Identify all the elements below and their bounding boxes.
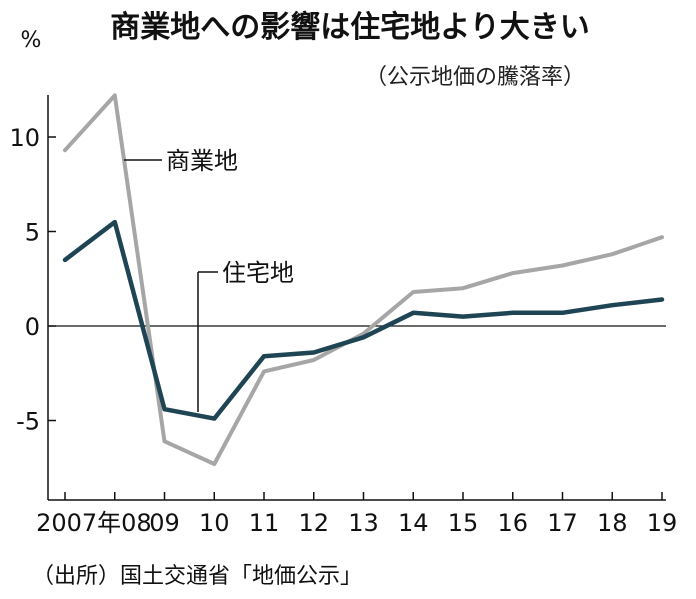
commercial-series-label: 商業地 — [166, 147, 238, 175]
x-tick-label: 13 — [348, 509, 379, 537]
x-tick-label: 19 — [647, 509, 678, 537]
x-tick-label: 11 — [249, 509, 280, 537]
series-layer — [62, 93, 665, 466]
residential-series-label: 住宅地 — [222, 259, 294, 287]
chart-title: 商業地への影響は住宅地より大きい — [110, 10, 589, 45]
series-line-commercial — [63, 93, 664, 466]
x-tick-label: 18 — [597, 509, 628, 537]
chart-subtitle: （公示地価の騰落率） — [365, 65, 585, 90]
x-tick-label: 10 — [199, 509, 230, 537]
y-tick-label: 0 — [25, 313, 40, 341]
y-tick-label: 10 — [9, 124, 40, 152]
x-tick-label: 2007年08 — [36, 509, 152, 537]
y-tick-label: 5 — [25, 219, 40, 247]
x-tick-label: 17 — [547, 509, 578, 537]
x-tick-label: 16 — [497, 509, 528, 537]
y-tick-label: -5 — [16, 408, 40, 436]
x-tick-label: 15 — [448, 509, 479, 537]
y-axis-unit-label: % — [21, 28, 42, 53]
x-tick-label: 14 — [398, 509, 429, 537]
series-line-residential — [62, 219, 665, 421]
x-tick-label: 09 — [149, 509, 180, 537]
x-tick-label: 12 — [298, 509, 329, 537]
source-note: （出所）国土交通省「地価公示」 — [32, 564, 362, 589]
